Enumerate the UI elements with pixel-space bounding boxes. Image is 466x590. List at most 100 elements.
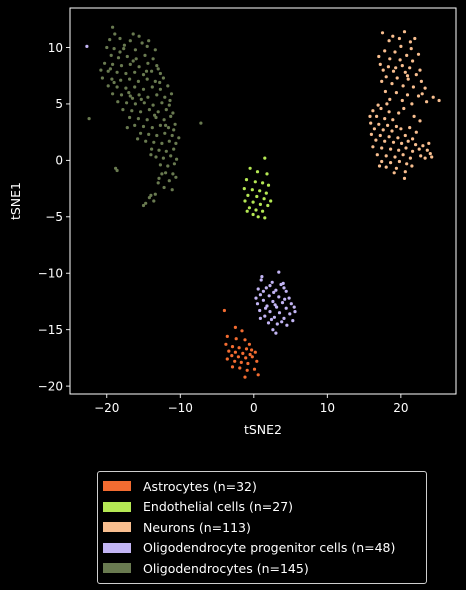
point-s1-26 xyxy=(269,199,273,203)
point-s4-128 xyxy=(153,113,157,117)
point-s4-55 xyxy=(163,95,167,99)
point-s2-9 xyxy=(405,53,409,58)
point-s4-83 xyxy=(139,131,143,135)
legend-item-oligodendrocytes: Oligodendrocytes (n=145) xyxy=(98,558,426,579)
point-s1-7 xyxy=(266,183,271,187)
point-s1-16 xyxy=(251,200,255,204)
legend-swatch-opc xyxy=(103,542,131,553)
point-s4-81 xyxy=(166,126,171,130)
x-axis: −20 −10 0 10 20 xyxy=(94,394,408,415)
point-s2-63 xyxy=(411,137,415,141)
point-s3-13 xyxy=(271,299,275,304)
point-s4-58 xyxy=(125,101,129,105)
point-s4-15 xyxy=(125,54,129,59)
point-s4-56 xyxy=(169,92,174,96)
point-s1-18 xyxy=(266,203,270,208)
point-s1-5 xyxy=(253,180,257,184)
point-s0-28 xyxy=(245,368,249,372)
legend-label-oligodendrocytes: Oligodendrocytes (n=145) xyxy=(143,560,309,576)
point-s4-24 xyxy=(146,61,150,65)
point-s4-21 xyxy=(119,64,124,68)
point-s0-2 xyxy=(240,329,244,333)
point-s4-109 xyxy=(162,185,166,190)
point-s1-3 xyxy=(265,172,269,176)
legend-swatch-astrocytes xyxy=(103,481,131,492)
point-s4-72 xyxy=(136,117,140,121)
point-s2-97 xyxy=(377,164,382,168)
point-s4-23 xyxy=(137,65,141,69)
point-s0-27 xyxy=(238,366,242,370)
point-s3-29 xyxy=(275,322,279,326)
point-s0-29 xyxy=(252,367,257,371)
legend: Astrocytes (n=32) Endothelial cells (n=2… xyxy=(97,471,427,584)
point-s2-109 xyxy=(413,36,417,41)
point-s0-3 xyxy=(225,334,229,338)
point-s2-27 xyxy=(380,79,384,83)
point-s4-82 xyxy=(173,122,177,126)
point-s5-0 xyxy=(85,44,89,49)
point-s2-71 xyxy=(380,146,384,150)
point-s4-140 xyxy=(125,126,129,130)
point-s1-22 xyxy=(251,212,255,217)
point-s2-73 xyxy=(397,148,401,152)
point-s1-14 xyxy=(262,197,266,201)
point-s4-47 xyxy=(158,87,162,91)
point-s4-60 xyxy=(142,101,146,105)
point-s2-83 xyxy=(384,154,388,158)
point-s2-77 xyxy=(425,148,429,152)
point-s2-94 xyxy=(410,164,414,168)
point-s4-107 xyxy=(167,179,171,183)
point-s3-23 xyxy=(288,312,292,316)
point-s4-45 xyxy=(141,87,146,91)
point-s4-131 xyxy=(144,69,149,73)
point-s2-87 xyxy=(380,159,384,164)
point-s4-97 xyxy=(154,155,158,159)
point-s0-6 xyxy=(247,342,251,346)
point-s2-91 xyxy=(384,165,388,169)
point-s0-20 xyxy=(250,355,254,359)
point-s2-49 xyxy=(377,122,381,126)
point-s4-26 xyxy=(106,69,110,73)
point-s2-68 xyxy=(406,139,410,143)
point-s2-41 xyxy=(437,98,441,103)
point-s2-6 xyxy=(409,47,413,51)
point-s4-76 xyxy=(169,114,173,118)
point-s2-5 xyxy=(399,44,403,49)
point-s2-37 xyxy=(400,98,404,103)
point-s4-87 xyxy=(170,133,174,138)
point-s2-26 xyxy=(419,79,423,83)
point-s3-28 xyxy=(266,321,271,325)
point-s4-59 xyxy=(133,102,137,106)
point-s2-96 xyxy=(392,171,396,175)
point-s0-30 xyxy=(243,375,247,379)
point-s0-16 xyxy=(253,350,257,354)
point-s4-39 xyxy=(153,79,157,83)
point-s1-25 xyxy=(245,209,249,213)
point-s4-42 xyxy=(115,85,119,89)
point-s2-7 xyxy=(383,49,387,53)
point-s4-57 xyxy=(116,100,120,104)
point-s2-23 xyxy=(384,75,388,79)
point-s4-14 xyxy=(116,56,121,60)
point-s4-53 xyxy=(146,95,150,99)
point-s3-12 xyxy=(261,298,265,302)
point-s0-22 xyxy=(233,359,237,363)
point-s4-12 xyxy=(153,48,157,52)
point-s2-110 xyxy=(391,34,395,38)
point-s3-31 xyxy=(271,328,275,332)
point-s2-82 xyxy=(375,153,379,157)
point-s4-94 xyxy=(157,148,161,152)
point-s4-110 xyxy=(170,188,174,192)
y-tick-label-2: −10 xyxy=(38,267,63,281)
point-s4-127 xyxy=(139,97,143,101)
point-s4-122 xyxy=(122,43,126,47)
point-s2-43 xyxy=(379,106,383,111)
point-s4-28 xyxy=(124,71,128,76)
point-s4-66 xyxy=(139,110,143,114)
point-s3-33 xyxy=(268,284,272,288)
point-s2-95 xyxy=(402,176,407,180)
point-s4-90 xyxy=(160,141,164,145)
point-s4-10 xyxy=(133,48,137,52)
point-s2-98 xyxy=(417,147,421,151)
point-s3-20 xyxy=(258,308,262,313)
